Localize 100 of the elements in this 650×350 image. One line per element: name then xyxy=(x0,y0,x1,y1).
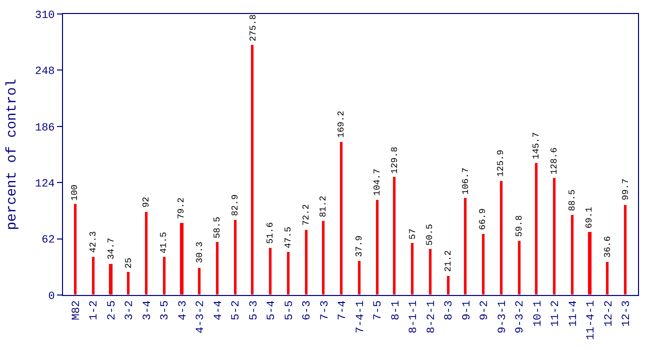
x-tick-label: 4-4 xyxy=(212,300,225,320)
data-label: 41.5 xyxy=(158,232,169,254)
bar xyxy=(552,178,556,295)
bar xyxy=(322,220,325,295)
x-tick-label: 8-1-1 xyxy=(408,300,420,334)
x-tick-label: 2-5 xyxy=(106,300,118,320)
bar xyxy=(250,44,254,295)
data-label: 100 xyxy=(70,184,80,201)
x-tick-label: 8-1 xyxy=(390,300,402,320)
y-tick-label: 62 xyxy=(42,234,55,247)
x-tick-label: 8-2-1 xyxy=(426,300,438,334)
x-tick-label: 9-1 xyxy=(461,300,474,320)
data-label: 81.2 xyxy=(318,196,328,218)
bar xyxy=(518,240,521,295)
data-label: 51.6 xyxy=(265,222,276,244)
x-tick-label: 9-3-2 xyxy=(514,300,527,334)
x-tick-label: 11-4 xyxy=(568,300,580,327)
bar xyxy=(376,200,379,295)
bar xyxy=(570,214,574,295)
data-label: 125.9 xyxy=(496,150,506,177)
x-tick-label: M82 xyxy=(70,300,83,320)
bar xyxy=(606,262,609,295)
y-tick-label: 124 xyxy=(34,178,56,190)
x-tick-label: 9-3-1 xyxy=(496,300,509,334)
data-label: 106.7 xyxy=(461,168,472,195)
x-tick-label: 7-5 xyxy=(372,300,385,320)
x-tick-label: 9-2 xyxy=(479,300,492,320)
x-tick-label: 12-3 xyxy=(621,300,634,327)
data-label: 59.8 xyxy=(514,215,524,237)
bar xyxy=(392,176,396,295)
bar xyxy=(624,204,627,295)
bar xyxy=(92,256,95,295)
x-tick-label: 3-2 xyxy=(124,300,136,320)
data-label: 57 xyxy=(408,228,418,240)
data-label: 25 xyxy=(124,258,134,268)
x-tick-label: 12-2 xyxy=(603,300,616,327)
bar xyxy=(410,242,414,295)
bar xyxy=(74,204,77,295)
y-tick-label: 0 xyxy=(48,290,55,303)
data-label: 88.5 xyxy=(568,190,578,212)
x-tick-label: 4-3 xyxy=(177,300,190,320)
data-label: 42.3 xyxy=(88,231,99,253)
data-label: 92 xyxy=(141,196,152,208)
data-label: 30.3 xyxy=(195,242,206,264)
bar xyxy=(144,212,148,295)
bar xyxy=(588,232,592,295)
data-label: 58.5 xyxy=(212,216,222,238)
data-label: 66.9 xyxy=(478,208,488,230)
x-tick-label: 11-4-1 xyxy=(586,300,598,340)
data-label: 99.7 xyxy=(620,178,631,200)
data-label: 47.5 xyxy=(283,226,294,248)
data-label: 79.2 xyxy=(176,198,187,220)
bar xyxy=(234,220,237,295)
x-tick-label: 6-3 xyxy=(302,300,314,320)
x-tick-label: 3-5 xyxy=(160,300,172,320)
x-tick-label: 10-1 xyxy=(532,300,544,327)
bar xyxy=(108,264,113,295)
data-label: 36.6 xyxy=(603,236,614,258)
x-tick-label: 7-3 xyxy=(319,300,332,320)
y-tick-label: 248 xyxy=(34,66,55,78)
bar xyxy=(428,248,432,295)
data-label: 104.7 xyxy=(372,168,383,196)
x-tick-label: 7-4-1 xyxy=(354,300,367,334)
bar xyxy=(534,162,538,295)
x-tick-label: 8-3 xyxy=(444,300,456,320)
data-label: 82.9 xyxy=(230,194,240,216)
bar xyxy=(268,248,272,295)
data-label: 34.7 xyxy=(106,238,116,260)
y-tick-label: 186 xyxy=(34,122,55,134)
data-label: 50.5 xyxy=(425,224,436,246)
bar xyxy=(180,222,184,295)
bar xyxy=(286,252,290,295)
data-label: 72.2 xyxy=(302,204,312,226)
x-tick-label: 11-2 xyxy=(550,300,562,327)
bar xyxy=(216,242,219,295)
y-tick-label: 310 xyxy=(34,10,55,22)
x-tick-label: 3-4 xyxy=(142,300,154,320)
data-label: 129.8 xyxy=(390,146,400,174)
x-tick-label: 1-2 xyxy=(88,300,101,320)
x-tick-label: 5-4 xyxy=(266,300,278,320)
bar xyxy=(162,256,166,295)
x-tick-label: 5-2 xyxy=(230,300,243,320)
bar xyxy=(304,230,308,295)
x-tick-label: 4-3-2 xyxy=(195,300,208,334)
bar xyxy=(464,198,467,295)
data-label: 128.6 xyxy=(550,148,560,175)
bar xyxy=(482,234,485,295)
x-tick-label: 7-4 xyxy=(337,300,350,320)
bar xyxy=(446,276,450,295)
x-tick-label: 5-5 xyxy=(284,300,296,320)
bar xyxy=(358,260,361,295)
data-label: 21.2 xyxy=(443,250,454,272)
data-label: 37.9 xyxy=(354,235,365,258)
bar xyxy=(340,142,343,295)
data-label: 169.2 xyxy=(336,110,346,138)
bar xyxy=(500,180,503,295)
y-axis-title: percent of control xyxy=(4,78,21,230)
data-label: 145.7 xyxy=(531,132,542,160)
data-label: 69.1 xyxy=(584,206,595,228)
bar xyxy=(126,272,130,295)
